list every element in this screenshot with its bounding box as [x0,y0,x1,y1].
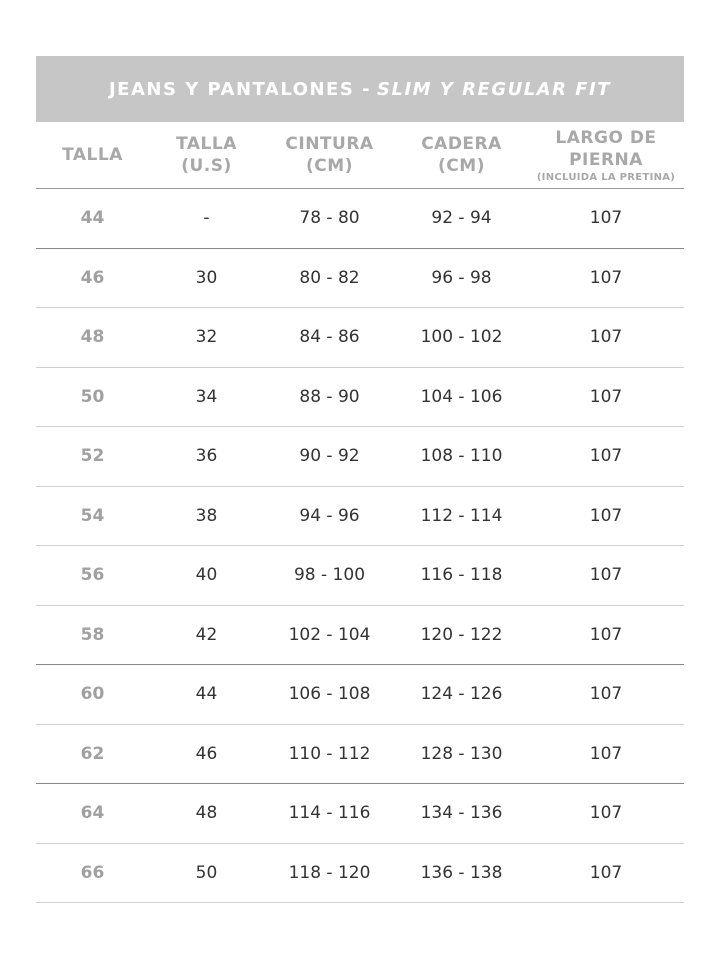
title-main: JEANS Y PANTALONES - [108,78,372,100]
header-row: TALLA TALLA (U.S) CINTURA (CM) CADERA (CM) LARG… [36,122,684,189]
cell-talla-us: 50 [195,862,218,883]
cell-talla: 66 [80,862,105,883]
table-row: 58 42 102 - 104 120 - 122 107 [36,606,684,665]
cell-talla-us: 46 [195,743,218,764]
header-line2: PIERNA [569,149,643,170]
cell-cintura: 80 - 82 [299,267,360,288]
table-row: 64 48 114 - 116 134 - 136 107 [36,784,684,844]
cell-talla-us: 42 [195,624,218,645]
header-line1: CINTURA [285,134,374,154]
table-row: 50 34 88 - 90 104 - 106 107 [36,368,684,427]
size-chart-table: JEANS Y PANTALONES - SLIM Y REGULAR FIT … [36,56,684,903]
cell-cintura: 102 - 104 [288,624,371,645]
cell-talla: 50 [80,386,105,407]
header-line2: (CM) [306,156,353,176]
cell-cintura: 90 - 92 [299,446,360,467]
cell-largo-pierna: 107 [589,803,623,824]
cell-talla-us: 34 [195,386,218,407]
cell-talla: 54 [80,505,105,526]
cell-talla-us: 44 [195,684,218,705]
cell-cadera: 124 - 126 [420,684,503,705]
cell-talla-us: 32 [195,327,218,348]
cell-cadera: 136 - 138 [420,862,503,883]
title-italic: SLIM Y REGULAR FIT [377,78,612,100]
cell-cintura: 94 - 96 [299,505,360,526]
cell-cintura: 98 - 100 [293,565,366,586]
column-header-largo-pierna: LARGO DE PIERNA (INCLUIDA LA PRETINA) [528,122,684,188]
cell-cadera: 92 - 94 [431,208,492,229]
cell-largo-pierna: 107 [589,446,623,467]
header-line1: CADERA [421,134,502,154]
column-header-talla: TALLA [36,122,149,188]
cell-cintura: 88 - 90 [299,386,360,407]
table-row: 44 - 78 - 80 92 - 94 107 [36,189,684,249]
cell-talla-us: 40 [195,565,218,586]
header-line1: TALLA [176,134,237,154]
cell-cadera: 116 - 118 [420,565,503,586]
cell-talla-us: 30 [195,267,218,288]
cell-talla-us: - [203,208,210,229]
cell-cadera: 128 - 130 [420,743,503,764]
cell-talla: 44 [80,208,105,229]
table-title: JEANS Y PANTALONES - SLIM Y REGULAR FIT [36,56,684,122]
cell-talla: 58 [80,624,105,645]
cell-talla: 60 [80,684,105,705]
table-row: 54 38 94 - 96 112 - 114 107 [36,487,684,546]
cell-cintura: 84 - 86 [299,327,360,348]
table-row: 46 30 80 - 82 96 - 98 107 [36,249,684,308]
column-header-talla-us: TALLA (U.S) [149,122,264,188]
cell-largo-pierna: 107 [589,505,623,526]
cell-talla: 48 [80,327,105,348]
cell-cintura: 114 - 116 [288,803,371,824]
cell-largo-pierna: 107 [589,624,623,645]
cell-cintura: 110 - 112 [288,743,371,764]
cell-cadera: 100 - 102 [420,327,503,348]
table-row: 66 50 118 - 120 136 - 138 107 [36,844,684,903]
cell-talla: 64 [80,803,105,824]
cell-largo-pierna: 107 [589,565,623,586]
cell-talla-us: 36 [195,446,218,467]
cell-cintura: 118 - 120 [288,862,371,883]
cell-largo-pierna: 107 [589,267,623,288]
column-header-cintura: CINTURA (CM) [264,122,395,188]
cell-largo-pierna: 107 [589,208,623,229]
cell-largo-pierna: 107 [589,862,623,883]
cell-largo-pierna: 107 [589,386,623,407]
table-body: 44 - 78 - 80 92 - 94 107 46 30 80 - 82 96 - 98 10… [36,189,684,903]
table-row: 48 32 84 - 86 100 - 102 107 [36,308,684,368]
column-header-cadera: CADERA (CM) [395,122,528,188]
cell-cadera: 104 - 106 [420,386,503,407]
cell-talla: 56 [80,565,105,586]
cell-talla: 62 [80,743,105,764]
cell-largo-pierna: 107 [589,327,623,348]
table-row: 62 46 110 - 112 128 - 130 107 [36,725,684,784]
cell-talla-us: 38 [195,505,218,526]
table-row: 52 36 90 - 92 108 - 110 107 [36,427,684,487]
cell-cadera: 120 - 122 [420,624,503,645]
cell-cadera: 134 - 136 [420,803,503,824]
cell-largo-pierna: 107 [589,743,623,764]
cell-talla-us: 48 [195,803,218,824]
table-row: 60 44 106 - 108 124 - 126 107 [36,665,684,725]
cell-cintura: 106 - 108 [288,684,371,705]
table-row: 56 40 98 - 100 116 - 118 107 [36,546,684,606]
header-line1: LARGO DE [555,127,657,148]
cell-cintura: 78 - 80 [299,208,360,229]
header-line2: (U.S) [181,156,232,176]
header-line1: TALLA [62,145,123,165]
cell-talla: 52 [80,446,105,467]
header-note: (INCLUIDA LA PRETINA) [536,171,676,183]
cell-cadera: 108 - 110 [420,446,503,467]
cell-largo-pierna: 107 [589,684,623,705]
cell-cadera: 96 - 98 [431,267,492,288]
header-line2: (CM) [438,156,485,176]
cell-talla: 46 [80,267,105,288]
cell-cadera: 112 - 114 [420,505,503,526]
